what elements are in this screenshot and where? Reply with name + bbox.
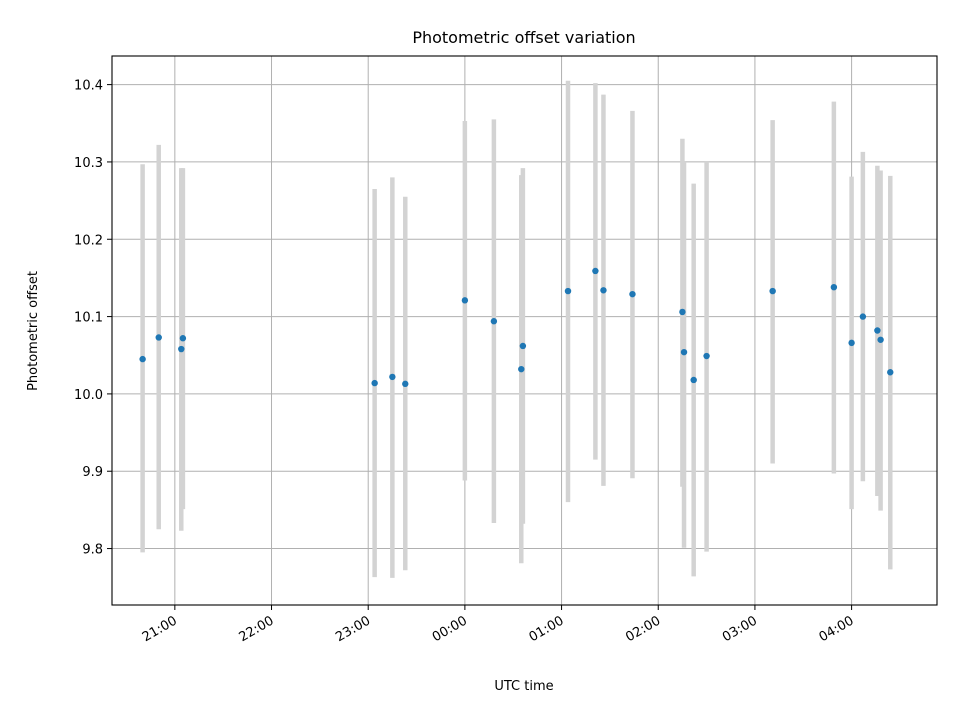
chart-title: Photometric offset variation xyxy=(412,28,635,47)
data-point xyxy=(564,287,572,295)
x-tick-label: 04:00 xyxy=(817,613,857,645)
y-tick-label: 10.3 xyxy=(74,156,103,171)
data-point xyxy=(600,287,607,294)
data-point xyxy=(859,313,867,320)
data-point xyxy=(155,334,162,341)
data-point xyxy=(371,379,378,387)
data-point xyxy=(461,297,469,304)
data-point xyxy=(848,339,855,347)
data-point xyxy=(139,355,146,363)
y-tick-label: 10.2 xyxy=(74,233,103,248)
y-tick-label: 10.4 xyxy=(74,79,103,94)
x-tick-label: 02:00 xyxy=(623,613,663,645)
plot-frame xyxy=(111,55,938,606)
data-point xyxy=(690,376,697,384)
y-axis-ticks: 9.8 9.9 10.0 10.1 10.2 10.3 10.4 xyxy=(74,79,112,558)
data-points xyxy=(139,267,894,388)
x-tick-label: 03:00 xyxy=(720,613,760,645)
data-point xyxy=(679,308,686,316)
data-point xyxy=(769,287,776,295)
data-point xyxy=(178,345,185,353)
data-point xyxy=(179,335,187,342)
x-axis-ticks: 21:00 22:00 23:00 00:00 01:00 02:00 03:00 04:00 xyxy=(140,605,857,645)
data-point xyxy=(680,348,688,356)
x-tick-label: 01:00 xyxy=(527,613,567,645)
y-tick-label: 9.9 xyxy=(82,465,103,480)
data-point xyxy=(490,318,498,325)
x-tick-label: 23:00 xyxy=(333,613,373,645)
data-point xyxy=(389,373,396,381)
data-point xyxy=(877,336,884,343)
y-tick-label: 9.8 xyxy=(82,543,103,558)
x-tick-label: 22:00 xyxy=(237,613,277,645)
error-bars xyxy=(140,80,893,578)
data-point xyxy=(402,380,409,388)
x-tick-label: 00:00 xyxy=(430,613,470,645)
data-point xyxy=(830,283,838,291)
data-point xyxy=(887,369,894,376)
data-point xyxy=(629,290,636,298)
y-axis-label: Photometric offset xyxy=(26,271,41,391)
data-point xyxy=(874,327,881,334)
data-point xyxy=(518,365,525,373)
x-tick-label: 21:00 xyxy=(140,613,180,645)
data-point xyxy=(592,267,599,275)
data-point xyxy=(703,352,710,360)
x-axis-label: UTC time xyxy=(494,679,553,694)
data-point xyxy=(519,342,527,350)
y-tick-label: 10.1 xyxy=(74,311,103,326)
y-tick-label: 10.0 xyxy=(74,388,103,403)
